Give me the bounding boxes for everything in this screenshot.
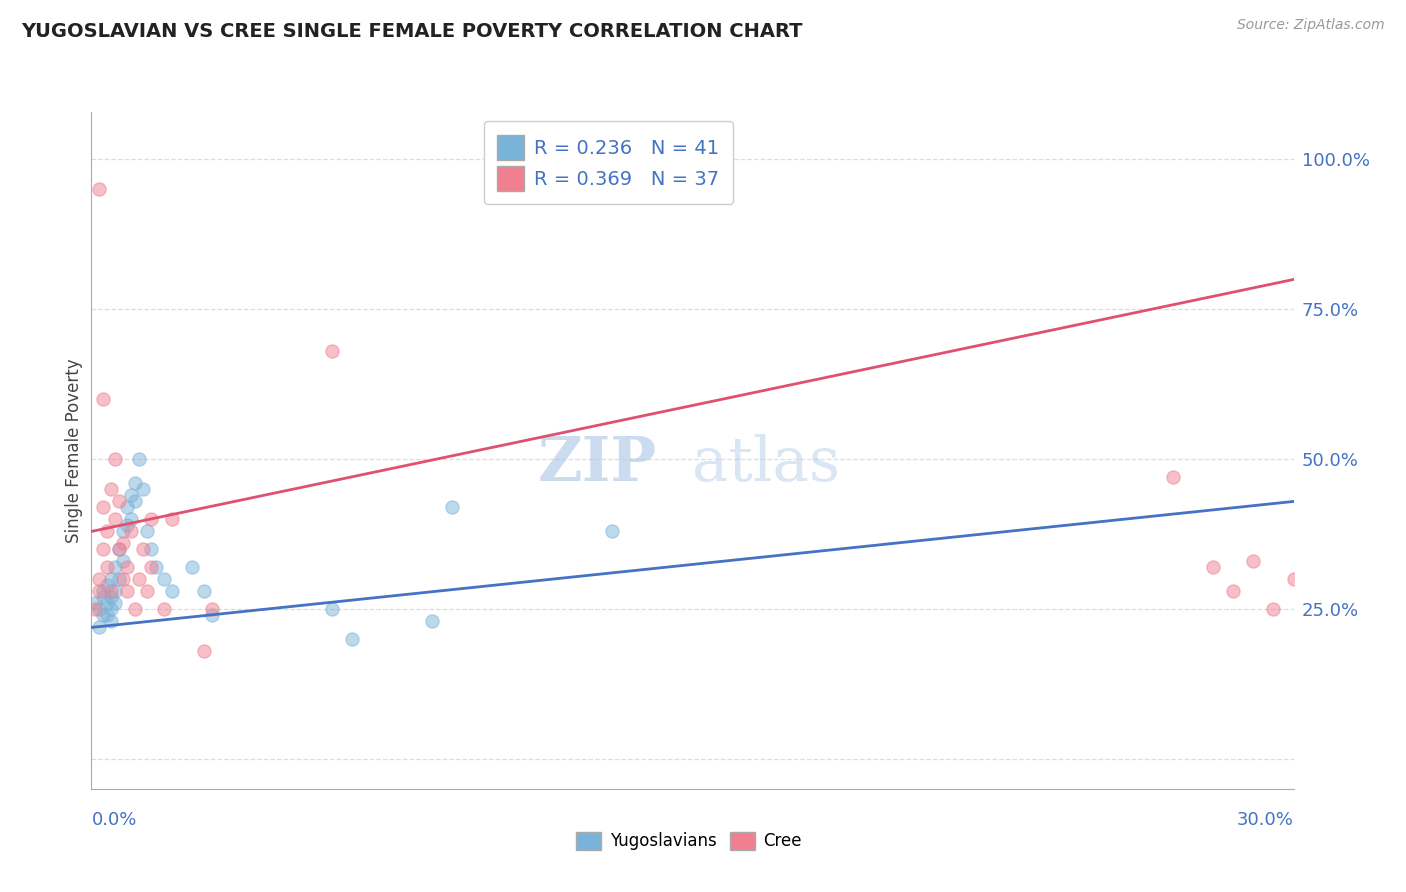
Point	[117, 584, 139, 599]
Point	[108, 542, 131, 557]
Text: atlas: atlas	[692, 434, 841, 494]
Point	[1243, 554, 1265, 568]
Point	[193, 644, 215, 658]
Point	[124, 494, 146, 508]
Point	[124, 602, 146, 616]
Point	[136, 524, 159, 539]
Point	[141, 512, 163, 526]
Point	[121, 512, 143, 526]
Point	[104, 560, 127, 574]
Point	[108, 573, 131, 587]
Point	[201, 602, 224, 616]
Point	[121, 488, 143, 502]
Point	[117, 518, 139, 533]
Point	[132, 483, 155, 497]
Point	[340, 632, 363, 647]
Point	[84, 602, 107, 616]
Point	[193, 584, 215, 599]
Point	[100, 584, 122, 599]
Point	[132, 542, 155, 557]
Point	[93, 392, 115, 407]
Point	[100, 602, 122, 616]
Point	[160, 512, 183, 526]
Point	[121, 524, 143, 539]
Text: Source: ZipAtlas.com: Source: ZipAtlas.com	[1237, 18, 1385, 32]
Point	[104, 597, 127, 611]
Point	[160, 584, 183, 599]
Point	[100, 591, 122, 605]
Point	[96, 560, 118, 574]
Point	[141, 560, 163, 574]
Point	[89, 584, 111, 599]
Legend: R = 0.236   N = 41, R = 0.369   N = 37: R = 0.236 N = 41, R = 0.369 N = 37	[484, 121, 733, 204]
Point	[104, 452, 127, 467]
Point	[136, 584, 159, 599]
Point	[420, 615, 443, 629]
Point	[93, 608, 115, 623]
Point	[124, 476, 146, 491]
Point	[1263, 602, 1285, 616]
Point	[1202, 560, 1225, 574]
Point	[128, 452, 150, 467]
Point	[112, 524, 135, 539]
Point	[93, 500, 115, 515]
Point	[201, 608, 224, 623]
Point	[96, 578, 118, 592]
Point	[89, 182, 111, 196]
Legend: Yugoslavians, Cree: Yugoslavians, Cree	[569, 825, 808, 857]
Point	[96, 597, 118, 611]
Point	[100, 483, 122, 497]
Point	[104, 512, 127, 526]
Point	[104, 584, 127, 599]
Point	[117, 500, 139, 515]
Point	[96, 524, 118, 539]
Point	[112, 536, 135, 550]
Point	[100, 573, 122, 587]
Point	[321, 344, 343, 359]
Point	[145, 560, 167, 574]
Point	[152, 602, 174, 616]
Point	[117, 560, 139, 574]
Point	[321, 602, 343, 616]
Point	[1282, 573, 1305, 587]
Point	[96, 608, 118, 623]
Y-axis label: Single Female Poverty: Single Female Poverty	[65, 359, 83, 542]
Point	[93, 584, 115, 599]
Point	[108, 542, 131, 557]
Point	[152, 573, 174, 587]
Text: YUGOSLAVIAN VS CREE SINGLE FEMALE POVERTY CORRELATION CHART: YUGOSLAVIAN VS CREE SINGLE FEMALE POVERT…	[21, 22, 803, 41]
Text: 30.0%: 30.0%	[1237, 811, 1294, 829]
Point	[84, 597, 107, 611]
Point	[1222, 584, 1244, 599]
Text: ZIP: ZIP	[537, 434, 657, 494]
Text: 0.0%: 0.0%	[91, 811, 136, 829]
Point	[89, 573, 111, 587]
Point	[440, 500, 463, 515]
Point	[180, 560, 202, 574]
Point	[108, 494, 131, 508]
Point	[1163, 470, 1185, 484]
Point	[128, 573, 150, 587]
Point	[112, 573, 135, 587]
Point	[89, 620, 111, 634]
Point	[112, 554, 135, 568]
Point	[93, 591, 115, 605]
Point	[100, 615, 122, 629]
Point	[89, 602, 111, 616]
Point	[141, 542, 163, 557]
Point	[602, 524, 624, 539]
Point	[93, 542, 115, 557]
